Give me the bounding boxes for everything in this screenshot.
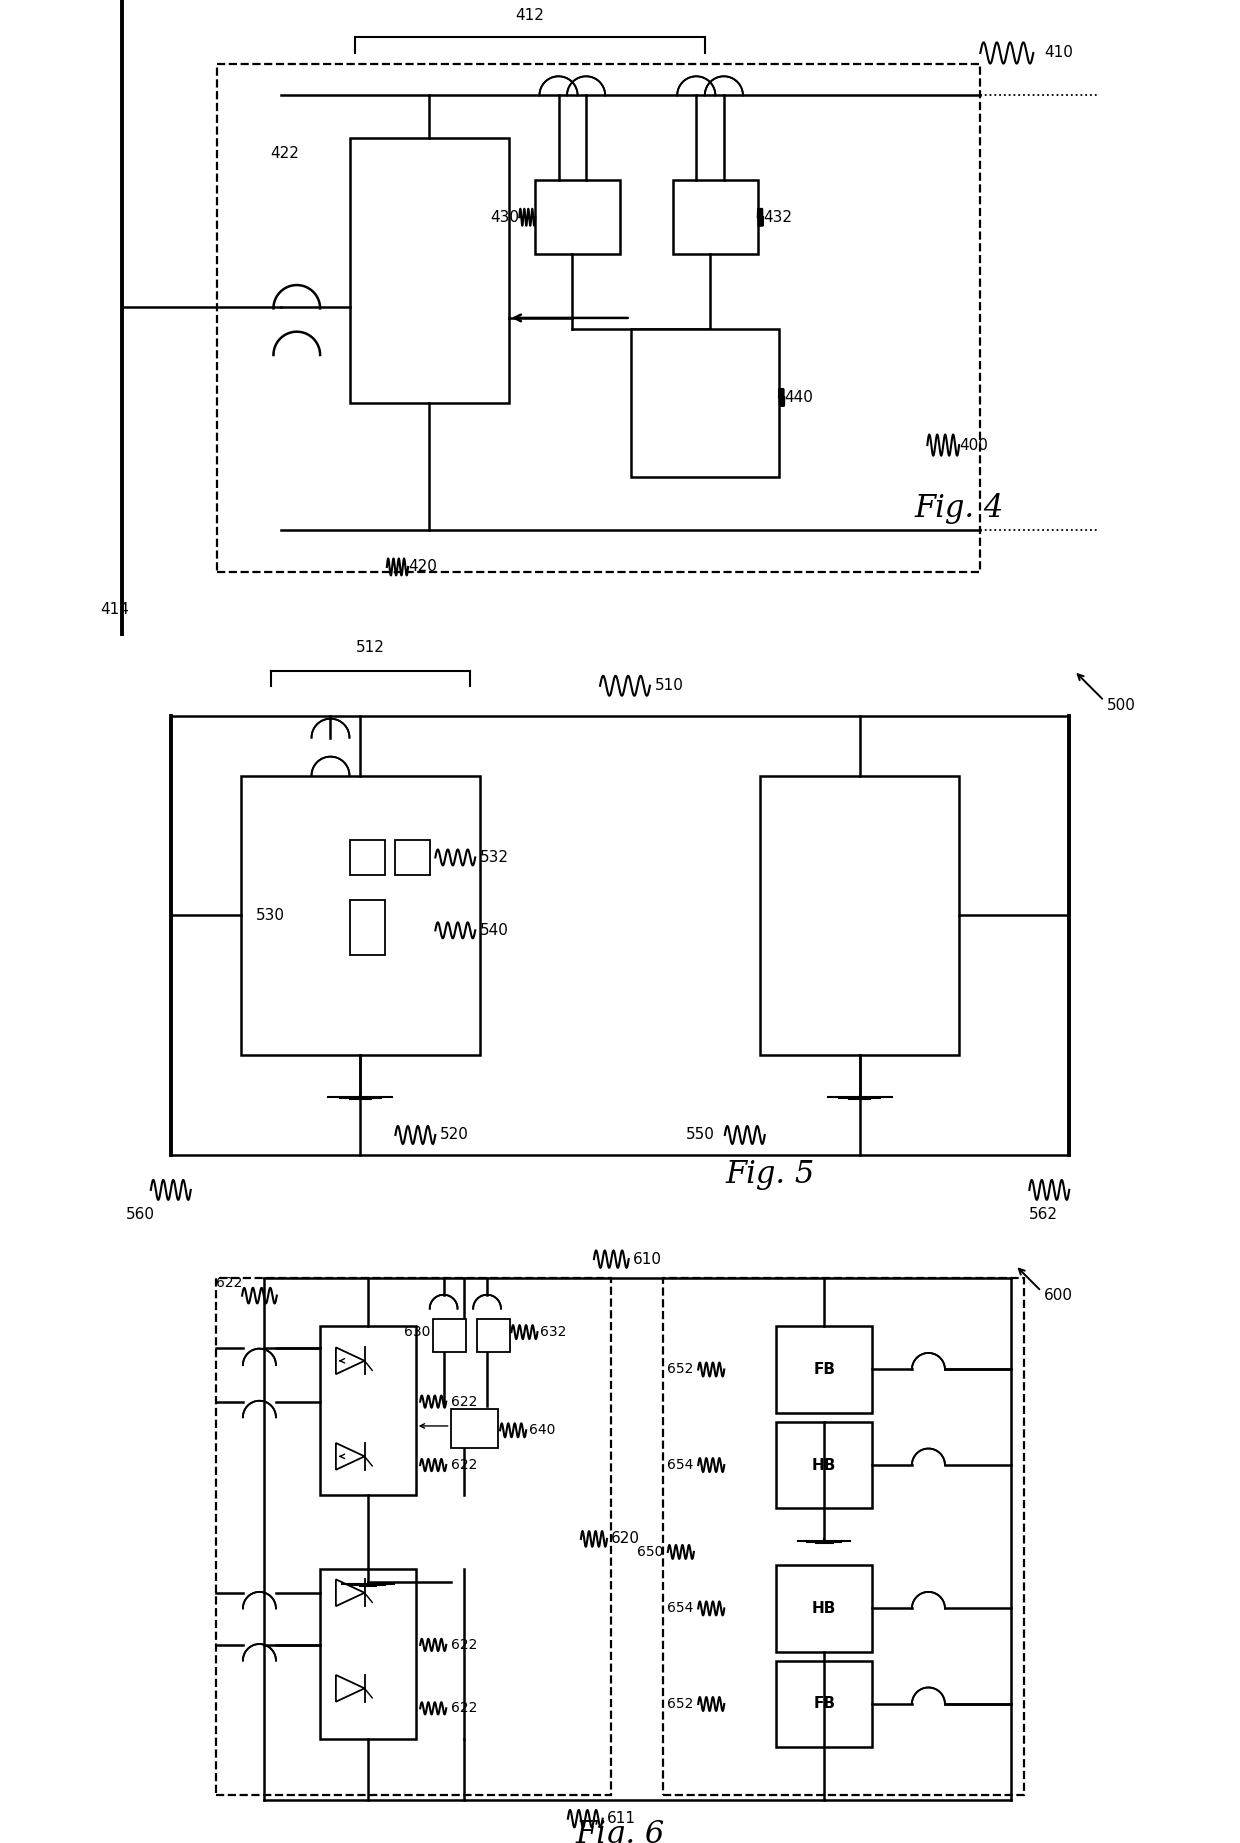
Text: HB: HB — [812, 1602, 836, 1616]
Text: 622: 622 — [450, 1458, 477, 1473]
Bar — [776, 1421, 872, 1508]
Bar — [776, 1565, 872, 1651]
Bar — [320, 1568, 415, 1738]
Bar — [433, 1320, 466, 1353]
Bar — [351, 840, 386, 875]
Text: FB: FB — [813, 1697, 836, 1712]
Bar — [351, 901, 386, 955]
Text: Fig. 6: Fig. 6 — [575, 1819, 665, 1843]
Text: 630: 630 — [404, 1325, 430, 1340]
Text: 532: 532 — [480, 850, 510, 864]
Text: 500: 500 — [1107, 698, 1136, 713]
Text: 654: 654 — [667, 1458, 694, 1473]
Text: 600: 600 — [1044, 1288, 1073, 1303]
Text: 422: 422 — [270, 146, 299, 160]
Bar — [450, 1408, 498, 1449]
Text: 622: 622 — [450, 1701, 477, 1716]
Text: 610: 610 — [634, 1251, 662, 1266]
Text: 512: 512 — [356, 640, 384, 656]
Text: Fig. 5: Fig. 5 — [725, 1159, 815, 1191]
Bar — [396, 840, 430, 875]
Bar — [350, 138, 508, 404]
Text: 432: 432 — [763, 210, 792, 225]
Bar — [663, 1279, 1024, 1795]
Text: 620: 620 — [611, 1532, 640, 1546]
Bar — [673, 181, 758, 254]
Bar — [776, 1325, 872, 1414]
Bar — [760, 776, 960, 1054]
Bar — [476, 1320, 510, 1353]
Bar — [216, 1279, 611, 1795]
Text: 622: 622 — [450, 1638, 477, 1651]
Text: 412: 412 — [516, 9, 544, 24]
Text: 510: 510 — [655, 678, 683, 693]
Text: 540: 540 — [480, 923, 510, 938]
Text: 550: 550 — [686, 1128, 714, 1143]
Text: 652: 652 — [667, 1362, 694, 1377]
Text: 622: 622 — [450, 1395, 477, 1408]
Bar — [776, 1661, 872, 1747]
Bar — [631, 328, 779, 477]
Text: 410: 410 — [1044, 46, 1073, 61]
Bar — [320, 1325, 415, 1495]
Text: 420: 420 — [408, 560, 436, 575]
Text: 440: 440 — [784, 391, 813, 405]
Bar — [241, 776, 480, 1054]
Text: 611: 611 — [606, 1812, 636, 1826]
Text: Fig. 4: Fig. 4 — [914, 494, 1003, 523]
Bar — [536, 181, 620, 254]
Text: 650: 650 — [637, 1544, 663, 1559]
Text: 562: 562 — [1029, 1207, 1058, 1222]
Bar — [217, 65, 981, 571]
Text: 560: 560 — [125, 1207, 155, 1222]
Text: 632: 632 — [541, 1325, 567, 1340]
Text: 430: 430 — [490, 210, 520, 225]
Text: 520: 520 — [440, 1128, 469, 1143]
Text: 654: 654 — [667, 1602, 694, 1616]
Text: 414: 414 — [100, 603, 130, 617]
Text: 400: 400 — [959, 437, 988, 453]
Text: HB: HB — [812, 1458, 836, 1473]
Text: 530: 530 — [255, 909, 285, 923]
Text: 652: 652 — [667, 1697, 694, 1710]
Text: FB: FB — [813, 1362, 836, 1377]
Text: 622: 622 — [216, 1275, 242, 1290]
Text: 640: 640 — [528, 1423, 556, 1438]
